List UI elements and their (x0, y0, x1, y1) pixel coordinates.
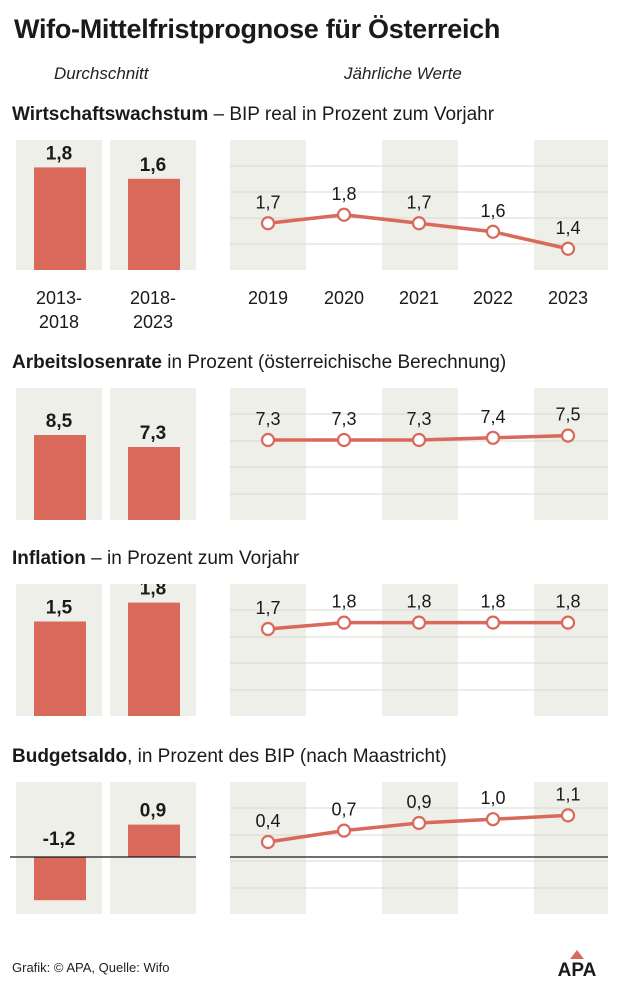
yearly-panel (230, 388, 608, 520)
average-bar (128, 602, 180, 716)
data-point (485, 224, 501, 239)
point-value-label: 1,8 (480, 592, 505, 612)
point-value-label: 1,1 (555, 784, 580, 804)
apa-logo: APA (558, 950, 597, 978)
yearly-column-stripe (458, 388, 534, 520)
data-point (485, 615, 501, 630)
yearly-column-stripe (458, 140, 534, 270)
data-point (485, 812, 501, 827)
logo-text: APA (558, 960, 597, 978)
section-title-rest: – in Prozent zum Vorjahr (85, 548, 300, 569)
average-bar (34, 621, 86, 716)
section-title-budget: Budgetsaldo, in Prozent des BIP (nach Ma… (12, 746, 447, 768)
yearly-column-stripe (306, 584, 382, 716)
data-point (260, 432, 276, 448)
inflation-chart: 1,5 1,8 1,7 1,8 1,8 1,8 1,8 (16, 584, 608, 716)
data-point (411, 815, 427, 831)
data-point (411, 216, 427, 231)
data-point (560, 428, 576, 443)
yearly-panel (230, 782, 608, 914)
yearly-column-stripe (458, 584, 534, 716)
average-value-label: 1,5 (46, 598, 73, 619)
data-point (336, 207, 352, 222)
section-title-rest: in Prozent (österreichische Berechnung) (161, 352, 507, 373)
average-value-label: 1,8 (140, 584, 166, 600)
average-value-label: 7,3 (140, 423, 166, 444)
point-value-label: 1,8 (331, 184, 356, 204)
point-value-label: 7,4 (480, 407, 505, 427)
data-point (411, 615, 427, 630)
average-column-header: Durchschnitt (54, 64, 149, 83)
average-value-label: 8,5 (46, 411, 73, 432)
data-point (485, 430, 501, 445)
average-period-label: 2018- (130, 288, 176, 308)
year-tick-label: 2023 (548, 288, 588, 308)
source-footer: Grafik: © APA, Quelle: Wifo (12, 960, 170, 975)
year-tick-label: 2019 (248, 288, 288, 308)
average-bar (128, 824, 180, 857)
average-bar (34, 857, 86, 901)
point-value-label: 1,8 (406, 592, 431, 612)
data-point (560, 615, 576, 630)
year-tick-label: 2022 (473, 288, 513, 308)
yearly-column-stripe (306, 782, 382, 914)
point-value-label: 0,7 (331, 800, 356, 820)
data-point (411, 432, 427, 448)
section-title-unemployment: Arbeitslosenrate in Prozent (österreichi… (12, 352, 506, 374)
yearly-panel (230, 140, 608, 270)
point-value-label: 0,4 (255, 811, 280, 831)
yearly-column-stripe (306, 140, 382, 270)
point-value-label: 7,3 (406, 409, 431, 429)
point-value-label: 7,3 (331, 409, 356, 429)
yearly-column-header: Jährliche Werte (344, 64, 462, 83)
average-value-label: 1,8 (46, 143, 72, 164)
data-point (260, 621, 276, 637)
point-value-label: 7,5 (555, 405, 580, 425)
average-bar (34, 167, 86, 270)
point-value-label: 1,8 (555, 592, 580, 612)
point-value-label: 7,3 (255, 409, 280, 429)
section-title-rest: , in Prozent des BIP (nach Maastricht) (127, 746, 447, 767)
data-point (260, 216, 276, 231)
section-title-bold: Budgetsaldo (12, 746, 128, 767)
data-point (260, 834, 276, 850)
data-point (336, 615, 352, 630)
average-period-label: 2018 (39, 312, 79, 332)
average-value-label: -1,2 (43, 829, 76, 850)
point-value-label: 1,8 (331, 592, 356, 612)
average-bar (34, 435, 86, 520)
point-value-label: 1,7 (406, 192, 431, 212)
section-title-bold: Wirtschaftswachstum (12, 104, 209, 125)
point-value-label: 1,0 (480, 788, 505, 808)
section-title-bold: Arbeitslosenrate (12, 352, 162, 373)
yearly-panel (230, 584, 608, 716)
point-value-label: 1,7 (255, 598, 280, 618)
budget-chart: -1,2 0,9 0,4 0,7 0,9 1,0 1,1 (10, 782, 608, 914)
section-title-inflation: Inflation – in Prozent zum Vorjahr (12, 548, 299, 570)
section-title-bold: Inflation (12, 548, 86, 569)
average-value-label: 0,9 (140, 801, 166, 822)
average-value-label: 1,6 (140, 155, 166, 176)
data-point (336, 823, 352, 838)
point-value-label: 1,4 (555, 218, 580, 238)
year-tick-label: 2021 (399, 288, 439, 308)
yearly-column-stripe (458, 782, 534, 914)
average-period-label: 2023 (133, 312, 173, 332)
section-title-growth: Wirtschaftswachstum – BIP real in Prozen… (12, 104, 494, 126)
section-title-rest: – BIP real in Prozent zum Vorjahr (208, 104, 495, 125)
point-value-label: 0,9 (406, 792, 431, 812)
average-bar (128, 178, 180, 270)
unemployment-chart: 8,5 7,3 7,3 7,3 7,3 7,4 7,5 (16, 388, 608, 520)
page-title: Wifo-Mittelfristprognose für Österreich (14, 14, 501, 44)
average-period-label: 2013- (36, 288, 82, 308)
average-bar (128, 447, 180, 520)
growth-chart: 1,8 1,6 1,7 1,8 1,7 1,6 1,4 2013- 2018 2018- 2023 2… (16, 140, 608, 332)
point-value-label: 1,6 (480, 201, 505, 221)
yearly-column-stripe (306, 388, 382, 520)
data-point (560, 241, 576, 256)
point-value-label: 1,7 (255, 192, 280, 212)
year-tick-label: 2020 (324, 288, 364, 308)
data-point (560, 808, 576, 823)
data-point (336, 432, 352, 448)
